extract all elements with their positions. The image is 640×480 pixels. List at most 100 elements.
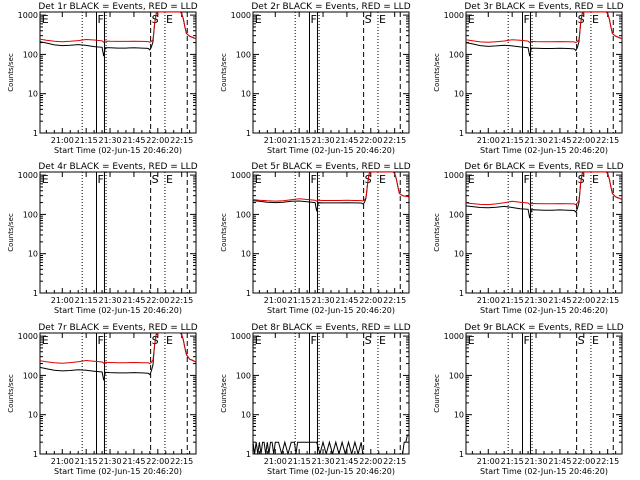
marker-label: F <box>98 334 104 347</box>
x-axis-label: Start Time (02-Jun-15 20:46:20) <box>480 306 608 315</box>
panel-title: Det 5r BLACK = Events, RED = LLD <box>251 162 410 172</box>
x-axis-label: Start Time (02-Jun-15 20:46:20) <box>267 146 395 155</box>
marker-label: E <box>166 334 173 347</box>
y-tick-label: 100 <box>23 210 38 219</box>
x-tick-label: 21:30 <box>312 136 335 145</box>
panel-title: Det 6r BLACK = Events, RED = LLD <box>464 162 623 172</box>
series-events-line <box>253 434 409 454</box>
x-tick-label: 22:00 <box>359 457 382 466</box>
y-tick-label: 1000 <box>444 171 464 180</box>
y-tick-label: 1 <box>33 289 38 298</box>
x-axis-label: Start Time (02-Jun-15 20:46:20) <box>267 467 395 476</box>
y-tick-label: 100 <box>236 50 251 59</box>
x-tick-label: 21:45 <box>122 296 145 305</box>
y-tick-label: 100 <box>449 210 464 219</box>
x-tick-label: 21:45 <box>548 457 571 466</box>
plot-frame <box>39 332 197 455</box>
y-tick-label: 10 <box>241 250 251 259</box>
panel-title: Det 8r BLACK = Events, RED = LLD <box>251 323 410 333</box>
x-tick-label: 21:30 <box>312 296 335 305</box>
x-tick-label: 22:00 <box>146 296 169 305</box>
x-tick-label: 21:00 <box>264 296 287 305</box>
marker-label: E <box>255 334 262 347</box>
marker-label: E <box>42 173 49 186</box>
y-tick-label: 10 <box>454 411 464 420</box>
marker-label: E <box>379 13 386 26</box>
marker-label: E <box>379 173 386 186</box>
y-tick-label: 100 <box>449 50 464 59</box>
marker-label: F <box>524 334 530 347</box>
x-tick-label: 21:15 <box>288 136 311 145</box>
x-tick-label: 21:45 <box>335 457 358 466</box>
series-lld-line <box>40 333 196 365</box>
y-tick-label: 100 <box>449 371 464 380</box>
x-tick-label: 22:00 <box>359 296 382 305</box>
y-axis-label: Counts/sec <box>220 374 228 413</box>
x-tick-label: 21:00 <box>477 457 500 466</box>
y-axis-label: Counts/sec <box>220 213 228 252</box>
x-tick-label: 21:00 <box>264 457 287 466</box>
marker-label: S <box>365 334 372 347</box>
panel-title: Det 2r BLACK = Events, RED = LLD <box>251 2 410 12</box>
panel-det-5: Det 5r BLACK = Events, RED = LLD 21:00 21:… <box>220 162 411 315</box>
y-tick-label: 1000 <box>444 11 464 20</box>
y-tick-label: 1000 <box>231 11 251 20</box>
marker-label: S <box>578 334 585 347</box>
y-tick-label: 10 <box>241 90 251 99</box>
x-axis-label: Start Time (02-Jun-15 20:46:20) <box>480 467 608 476</box>
y-tick-label: 100 <box>23 371 38 380</box>
marker-label: E <box>166 13 173 26</box>
marker-label: E <box>255 173 262 186</box>
series-lld-line <box>253 172 409 202</box>
y-axis-label: Counts/sec <box>433 213 441 252</box>
y-axis-label: Counts/sec <box>7 213 15 252</box>
y-tick-label: 100 <box>23 50 38 59</box>
y-tick-label: 10 <box>28 90 38 99</box>
x-tick-label: 21:45 <box>122 457 145 466</box>
marker-label: F <box>311 173 317 186</box>
x-tick-label: 21:45 <box>548 136 571 145</box>
x-axis-label: Start Time (02-Jun-15 20:46:20) <box>480 146 608 155</box>
y-tick-label: 1 <box>459 289 464 298</box>
x-tick-label: 22:00 <box>572 296 595 305</box>
marker-label: F <box>98 173 104 186</box>
x-axis-label: Start Time (02-Jun-15 20:46:20) <box>54 306 182 315</box>
marker-label: S <box>152 173 159 186</box>
marker-label: E <box>468 334 475 347</box>
y-tick-label: 1 <box>246 289 251 298</box>
x-tick-label: 22:15 <box>170 136 193 145</box>
y-tick-label: 100 <box>236 371 251 380</box>
x-tick-label: 21:00 <box>51 457 74 466</box>
marker-label: E <box>255 13 262 26</box>
x-tick-label: 22:00 <box>146 457 169 466</box>
plot-frame <box>252 332 410 455</box>
marker-label: E <box>468 13 475 26</box>
plot-frame <box>252 171 410 294</box>
panel-det-8: Det 8r BLACK = Events, RED = LLD 21:00 21:… <box>220 323 411 476</box>
marker-label: E <box>468 173 475 186</box>
x-tick-label: 21:15 <box>501 457 524 466</box>
marker-label: E <box>592 334 599 347</box>
series-lld-line <box>466 172 622 206</box>
y-tick-label: 1 <box>459 450 464 459</box>
x-axis-label: Start Time (02-Jun-15 20:46:20) <box>54 146 182 155</box>
plot-frame <box>39 11 197 134</box>
x-tick-label: 21:15 <box>501 136 524 145</box>
x-tick-label: 21:30 <box>99 296 122 305</box>
x-tick-label: 21:45 <box>335 136 358 145</box>
plot-frame <box>465 171 623 294</box>
y-tick-label: 10 <box>28 250 38 259</box>
x-tick-label: 21:30 <box>525 296 548 305</box>
x-tick-label: 21:45 <box>122 136 145 145</box>
panel-title: Det 4r BLACK = Events, RED = LLD <box>38 162 197 172</box>
x-tick-label: 21:45 <box>548 296 571 305</box>
marker-label: E <box>379 334 386 347</box>
plot-frame <box>39 171 197 294</box>
marker-label: F <box>524 173 530 186</box>
y-tick-label: 1 <box>33 450 38 459</box>
marker-label: S <box>365 13 372 26</box>
